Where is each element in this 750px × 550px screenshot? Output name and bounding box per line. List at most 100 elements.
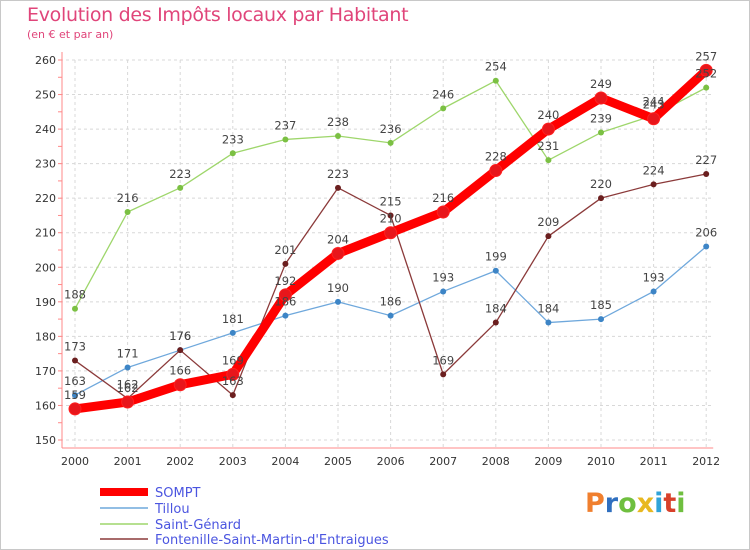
data-point xyxy=(282,312,289,319)
data-label: 224 xyxy=(643,163,665,177)
data-point xyxy=(72,392,78,399)
data-point xyxy=(229,329,236,336)
data-point xyxy=(177,347,184,354)
data-point xyxy=(545,233,552,240)
data-point xyxy=(598,316,604,323)
data-point xyxy=(384,226,398,240)
data-label: 201 xyxy=(274,243,296,257)
data-point xyxy=(703,171,710,177)
data-point xyxy=(229,150,236,157)
data-label: 176 xyxy=(169,329,191,343)
data-label: 184 xyxy=(537,302,559,316)
x-tick-label: 2012 xyxy=(692,455,720,468)
data-label: 190 xyxy=(327,281,349,295)
data-label: 163 xyxy=(64,374,86,388)
y-tick-label: 230 xyxy=(35,158,56,171)
y-tick-label: 240 xyxy=(35,123,56,136)
data-label: 252 xyxy=(695,67,717,81)
data-label: 185 xyxy=(590,298,612,312)
y-tick-label: 210 xyxy=(35,227,56,240)
data-label: 184 xyxy=(485,302,507,316)
data-label: 166 xyxy=(169,364,191,378)
data-point xyxy=(282,260,289,267)
data-label: 206 xyxy=(695,226,717,240)
data-label: 162 xyxy=(117,381,139,395)
data-point xyxy=(331,246,345,260)
data-point xyxy=(598,195,604,202)
data-label: 216 xyxy=(117,191,139,205)
data-label: 236 xyxy=(380,122,402,136)
data-point xyxy=(440,288,447,295)
data-label: 163 xyxy=(222,374,244,388)
data-label: 176 xyxy=(169,329,191,343)
data-point xyxy=(173,378,187,392)
data-point xyxy=(492,319,499,326)
data-label: 171 xyxy=(117,346,139,360)
data-label: 169 xyxy=(222,353,244,367)
data-point xyxy=(436,205,450,219)
chart-subtitle: (en € et par an) xyxy=(27,28,114,41)
data-point xyxy=(68,402,82,416)
legend-label: SOMPT xyxy=(155,486,201,501)
data-point xyxy=(124,364,131,371)
y-tick-label: 190 xyxy=(35,296,56,309)
data-label: 186 xyxy=(380,295,402,309)
data-point xyxy=(278,288,292,302)
data-label: 231 xyxy=(537,139,559,153)
data-point xyxy=(598,129,604,136)
data-label: 173 xyxy=(64,340,86,354)
data-point xyxy=(124,209,131,215)
legend-label: Fontenille-Saint-Martin-d'Entraigues xyxy=(155,533,389,548)
data-label: 186 xyxy=(274,295,296,309)
data-label: 228 xyxy=(485,150,507,164)
data-point xyxy=(594,91,608,105)
data-point xyxy=(72,305,78,312)
data-label: 244 xyxy=(643,94,665,108)
data-point xyxy=(492,77,499,84)
x-tick-label: 2001 xyxy=(114,455,142,468)
data-point xyxy=(492,267,499,274)
data-label: 257 xyxy=(695,49,717,63)
y-tick-label: 220 xyxy=(35,192,56,205)
x-tick-label: 2005 xyxy=(324,455,352,468)
data-label: 254 xyxy=(485,60,507,74)
data-label: 181 xyxy=(222,312,244,326)
data-point xyxy=(335,184,341,191)
data-point xyxy=(387,312,394,319)
data-label: 193 xyxy=(432,270,454,284)
data-label: 193 xyxy=(643,270,665,284)
data-point xyxy=(229,392,236,399)
data-point xyxy=(703,84,710,91)
data-point xyxy=(699,63,713,77)
data-label: 249 xyxy=(590,77,612,91)
logo-letter: i xyxy=(654,488,664,519)
data-point xyxy=(440,371,447,378)
data-point xyxy=(703,243,710,250)
data-label: 246 xyxy=(432,87,454,101)
data-point xyxy=(650,181,657,188)
data-label: 209 xyxy=(537,215,559,229)
data-label: 204 xyxy=(327,232,349,246)
data-point xyxy=(282,136,289,143)
data-point xyxy=(387,139,394,146)
x-tick-label: 2006 xyxy=(377,455,405,468)
logo-letter: x xyxy=(636,488,655,519)
x-tick-label: 2009 xyxy=(534,455,562,468)
data-label: 192 xyxy=(274,274,296,288)
proxiti-logo: Proxiti xyxy=(585,488,686,519)
y-tick-label: 170 xyxy=(35,365,56,378)
data-point xyxy=(647,112,661,126)
x-tick-label: 2011 xyxy=(640,455,668,468)
y-tick-label: 180 xyxy=(35,330,56,343)
legend-label: Saint-Génard xyxy=(155,518,241,533)
data-label: 223 xyxy=(169,167,191,181)
data-point xyxy=(72,357,78,364)
data-point xyxy=(335,298,341,305)
data-label: 210 xyxy=(380,212,402,226)
logo-letter: P xyxy=(585,488,605,519)
logo-letter: t xyxy=(663,488,677,519)
data-label: 243 xyxy=(643,98,665,112)
data-label: 188 xyxy=(64,288,86,302)
data-label: 215 xyxy=(380,194,402,208)
data-label: 169 xyxy=(432,353,454,367)
